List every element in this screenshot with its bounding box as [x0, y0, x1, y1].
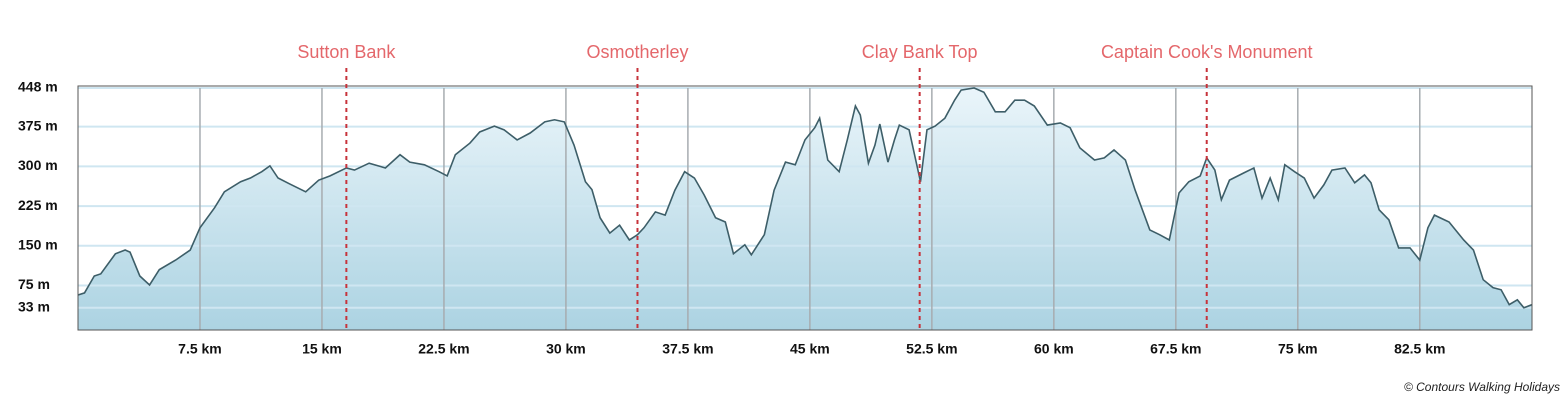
- x-tick-label: 15 km: [302, 341, 342, 357]
- marker-label: Captain Cook's Monument: [1101, 42, 1313, 62]
- credit: © Contours Walking Holidays: [1404, 380, 1560, 394]
- elevation-line: [77, 87, 1533, 309]
- y-tick-label: 225 m: [18, 197, 58, 213]
- marker-label: Clay Bank Top: [862, 42, 978, 62]
- x-tick-label: 7.5 km: [178, 341, 222, 357]
- y-tick-label: 300 m: [18, 157, 58, 173]
- x-tick-label: 30 km: [546, 341, 586, 357]
- x-tick-label: 52.5 km: [906, 341, 957, 357]
- marker-label: Sutton Bank: [297, 42, 396, 62]
- x-tick-label: 22.5 km: [418, 341, 469, 357]
- x-tick-label: 37.5 km: [662, 341, 713, 357]
- x-tick-label: 75 km: [1278, 341, 1318, 357]
- y-tick-label: 75 m: [18, 276, 50, 292]
- x-tick-label: 82.5 km: [1394, 341, 1445, 357]
- x-tick-label: 45 km: [790, 341, 830, 357]
- area-fill: [78, 88, 1532, 330]
- y-tick-label: 375 m: [18, 117, 58, 133]
- y-tick-label: 448 m: [18, 79, 58, 95]
- x-tick-label: 60 km: [1034, 341, 1074, 357]
- y-tick-label: 150 m: [18, 237, 58, 253]
- plot-frame: [77, 85, 1533, 331]
- x-tick-label: 67.5 km: [1150, 341, 1201, 357]
- y-tick-label: 33 m: [18, 298, 50, 314]
- marker-label: Osmotherley: [586, 42, 688, 62]
